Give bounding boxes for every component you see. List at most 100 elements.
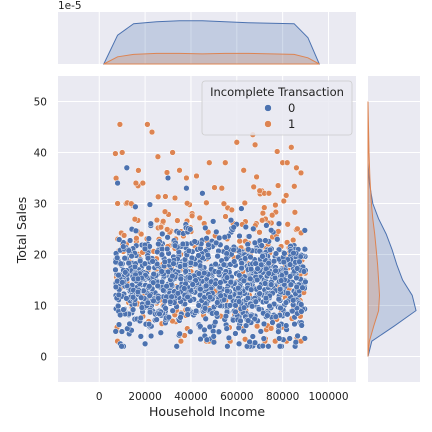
scatter-point xyxy=(112,150,119,157)
scatter-point xyxy=(275,322,282,329)
scatter-point xyxy=(222,313,230,320)
scatter-point xyxy=(201,326,208,334)
scatter-point xyxy=(293,283,300,291)
scatter-point xyxy=(265,260,272,267)
scatter-point xyxy=(299,284,306,291)
scatter-point xyxy=(148,128,156,136)
scatter-point xyxy=(240,167,247,174)
scatter-point xyxy=(157,224,165,231)
scatter-point xyxy=(226,302,234,309)
scatter-point xyxy=(115,302,122,310)
scatter-point xyxy=(256,229,263,236)
y-tick-label: 0 xyxy=(40,352,47,364)
scatter-point xyxy=(120,232,128,239)
scatter-point xyxy=(193,172,200,180)
scatter-point xyxy=(220,200,228,207)
scatter-point xyxy=(147,220,154,227)
scatter-point xyxy=(287,281,295,288)
scatter-point xyxy=(169,272,176,280)
scatter-point xyxy=(291,183,298,190)
scatter-point xyxy=(162,305,169,312)
scatter-point xyxy=(187,328,194,335)
scatter-point xyxy=(163,283,170,290)
scatter-point xyxy=(131,263,139,271)
scatter-point xyxy=(272,201,279,209)
scatter-point xyxy=(217,279,224,286)
scatter-point xyxy=(115,272,122,279)
scatter-point xyxy=(118,328,126,335)
scatter-point xyxy=(212,318,219,326)
scatter-point xyxy=(290,249,297,257)
scatter-point xyxy=(301,246,309,253)
scatter-point xyxy=(284,159,291,166)
x-tick-label: 0 xyxy=(96,391,103,403)
scatter-point xyxy=(146,292,153,299)
scatter-point xyxy=(112,283,120,291)
x-tick-label: 100000 xyxy=(308,391,348,403)
scatter-point xyxy=(277,304,284,312)
legend-marker-1 xyxy=(264,120,272,128)
scatter-point xyxy=(205,241,212,248)
scatter-point xyxy=(158,251,166,258)
scatter-point xyxy=(274,148,281,155)
scatter-point xyxy=(269,319,276,326)
scatter-point xyxy=(196,214,203,222)
scatter-point xyxy=(281,250,288,257)
scatter-point xyxy=(236,232,243,240)
scatter-point xyxy=(284,311,291,318)
scatter-point xyxy=(177,275,184,282)
scatter-point xyxy=(275,328,282,335)
scatter-point xyxy=(210,333,217,340)
scatter-point xyxy=(191,238,198,245)
scatter-point xyxy=(164,234,171,241)
right-marginal-area xyxy=(368,76,420,382)
scatter-point xyxy=(218,185,225,192)
scatter-point xyxy=(137,314,144,322)
scatter-point xyxy=(132,179,140,187)
scatter-point xyxy=(162,193,169,200)
scatter-point xyxy=(271,274,279,282)
scatter-point xyxy=(252,298,259,305)
scatter-point xyxy=(255,306,263,313)
scatter-point xyxy=(206,159,213,166)
scatter-point xyxy=(232,330,239,337)
scatter-point xyxy=(118,343,125,350)
scatter-point xyxy=(236,272,243,279)
scatter-point xyxy=(270,258,278,265)
scatter-point xyxy=(272,313,279,320)
scatter-point xyxy=(220,296,228,303)
scatter-point xyxy=(267,325,275,332)
scatter-point xyxy=(117,260,124,267)
scatter-point xyxy=(278,277,285,284)
scatter-point xyxy=(246,233,253,240)
scatter-point xyxy=(256,284,263,291)
scatter-point xyxy=(276,343,284,350)
scatter-point xyxy=(227,217,235,224)
scatter-point xyxy=(233,139,240,146)
scatter-point xyxy=(292,339,299,346)
legend-title: Incomplete Transaction xyxy=(210,85,344,99)
scatter-point xyxy=(274,236,281,243)
scatter-point xyxy=(276,335,283,342)
scatter-point xyxy=(155,240,162,248)
scatter-point xyxy=(294,332,301,340)
scatter-point xyxy=(164,174,172,182)
scatter-point xyxy=(293,164,300,171)
scatter-point xyxy=(272,267,279,274)
scatter-point xyxy=(115,291,122,299)
scatter-point xyxy=(214,253,221,260)
scatter-point xyxy=(203,235,210,242)
scatter-point xyxy=(280,197,287,205)
x-tick-labels: 0 20000 40000 60000 80000 100000 xyxy=(96,391,349,403)
scatter-point xyxy=(121,255,128,262)
scatter-point xyxy=(276,286,284,293)
scatter-point xyxy=(116,121,124,128)
scatter-point xyxy=(297,169,305,177)
legend: Incomplete Transaction 0 1 xyxy=(201,80,353,136)
legend-label-1: 1 xyxy=(288,117,295,131)
scatter-point xyxy=(284,290,292,297)
scatter-point xyxy=(223,250,230,257)
scatter-point xyxy=(251,339,259,346)
scatter-point xyxy=(181,285,188,292)
scatter-point xyxy=(261,204,268,211)
